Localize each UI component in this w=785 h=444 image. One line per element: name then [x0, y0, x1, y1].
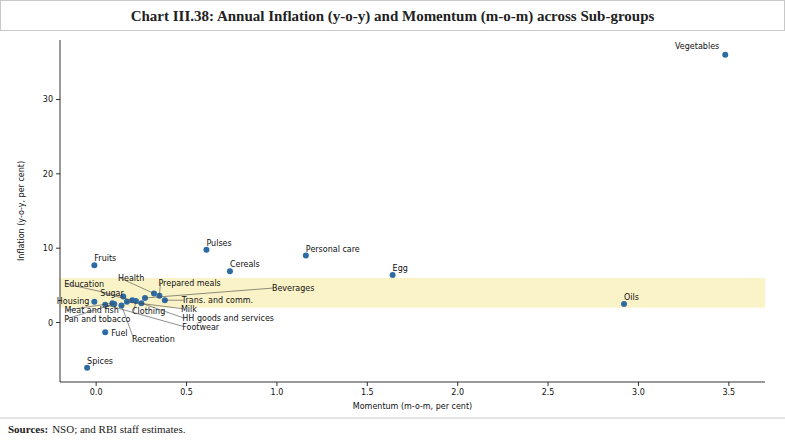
x-tick	[186, 382, 187, 386]
leader-line	[121, 305, 133, 339]
x-tick	[548, 382, 549, 386]
leader-line	[145, 288, 274, 298]
point-label: Milk	[181, 305, 197, 314]
point-label: Spices	[87, 357, 113, 366]
leader-line	[105, 305, 184, 327]
point	[102, 329, 108, 335]
leader-line	[141, 303, 184, 318]
point-labels: Vegetables Pulses Personal care Cereals Egg O…	[57, 42, 719, 366]
point-label: Health	[118, 274, 144, 283]
x-tick	[457, 382, 458, 386]
y-tick-label: 10	[43, 244, 53, 253]
y-tick-label: 0	[48, 319, 53, 328]
y-tick-label: 20	[43, 170, 53, 179]
tolerance-band	[60, 278, 765, 308]
leaders	[66, 278, 274, 339]
y-tick	[56, 248, 60, 249]
x-tick-label: 0.0	[90, 388, 103, 397]
leader-line	[120, 278, 154, 294]
point-label: Cereals	[230, 260, 260, 269]
y-axis-label: Inflation (y-o-y, per cent)	[17, 161, 26, 261]
point-label: Clothing	[132, 307, 165, 316]
x-tick	[638, 382, 639, 386]
x-tick-label: 2.5	[542, 388, 555, 397]
point-label: Beverages	[272, 284, 314, 293]
x-axis	[60, 382, 765, 383]
point-label: Fruits	[94, 254, 116, 263]
plot-area	[60, 52, 765, 371]
leader-line	[165, 300, 184, 301]
y-axis	[60, 40, 61, 382]
source-label: Sources:	[8, 423, 48, 435]
point	[722, 52, 728, 58]
x-tick	[367, 382, 368, 386]
y-tick	[56, 99, 60, 100]
x-tick-label: 0.5	[180, 388, 193, 397]
point-label: Oils	[624, 293, 639, 302]
x-tick-label: 2.0	[451, 388, 464, 397]
title-box	[1, 1, 785, 31]
source: Sources: NSO; and RBI staff estimates.	[8, 423, 186, 435]
point-label: Footwear	[182, 323, 220, 332]
title: Chart III.38: Annual Inflation (y-o-y) a…	[131, 8, 655, 25]
x-tick-label: 3.5	[722, 388, 735, 397]
point-label: Vegetables	[675, 42, 719, 51]
point-label: Egg	[393, 264, 408, 273]
point-label: Recreation	[132, 335, 175, 344]
point-label: Fuel	[111, 329, 127, 338]
x-tick	[276, 382, 277, 386]
leader-line	[102, 293, 132, 300]
point-label: Housing	[57, 297, 90, 306]
x-tick	[728, 382, 729, 386]
leader-line	[66, 304, 114, 319]
y-tick	[56, 173, 60, 174]
x-tick-label: 1.0	[271, 388, 284, 397]
source-text: NSO; and RBI staff estimates.	[52, 423, 186, 435]
x-tick	[96, 382, 97, 386]
leader-line	[66, 284, 123, 297]
x-tick-label: 1.5	[361, 388, 374, 397]
x-axis-label: Momentum (m-o-m, per cent)	[353, 402, 472, 411]
x-tick-label: 3.0	[632, 388, 645, 397]
point	[91, 299, 97, 305]
chart: Chart III.38: Annual Inflation (y-o-y) a…	[0, 0, 785, 444]
leader-line	[159, 283, 160, 296]
source-rule	[0, 418, 785, 419]
y-tick	[56, 322, 60, 323]
points	[84, 52, 728, 371]
y-tick-label: 30	[43, 95, 53, 104]
point-label: Personal care	[306, 245, 360, 254]
point-label: Pulses	[206, 239, 231, 248]
point-label: Meat and fish	[64, 306, 118, 315]
point-label: Prepared meals	[158, 279, 220, 288]
